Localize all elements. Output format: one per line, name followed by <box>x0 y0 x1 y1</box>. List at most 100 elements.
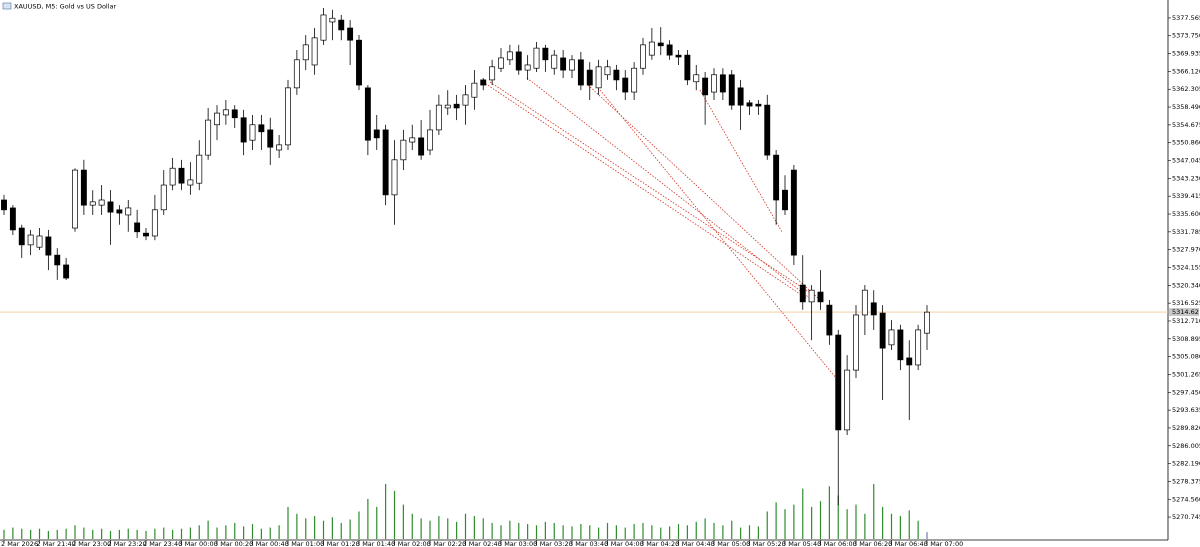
y-tick-label: 5278.375 <box>1172 477 1200 485</box>
candle-body <box>569 59 575 71</box>
candle-body <box>773 154 780 201</box>
y-tick-label: 5366.120 <box>1172 67 1200 75</box>
candle-body <box>427 129 433 151</box>
candle-body <box>400 139 407 161</box>
candle-body <box>125 207 132 216</box>
y-tick-label: 5362.305 <box>1172 85 1200 93</box>
symbol-icon <box>2 2 12 10</box>
candle-body <box>622 77 629 93</box>
y-tick-label: 5373.750 <box>1172 32 1200 40</box>
y-tick-label: 5350.860 <box>1172 139 1200 147</box>
candle-body <box>214 112 220 126</box>
candle-body <box>835 334 842 431</box>
y-tick-label: 5312.710 <box>1172 317 1200 325</box>
candle-body <box>302 44 309 61</box>
y-tick-label: 5316.525 <box>1172 299 1200 307</box>
candle-body <box>498 57 504 69</box>
y-tick-label: 5297.450 <box>1172 388 1200 396</box>
candle-body <box>702 77 709 96</box>
candle-body <box>506 51 513 61</box>
x-tick-label: 3 Mar 02:40 <box>463 540 502 547</box>
y-tick-label: 5347.045 <box>1172 157 1200 165</box>
candle-body <box>320 14 327 41</box>
candle-body <box>462 94 469 106</box>
y-tick-label: 5331.785 <box>1172 228 1200 236</box>
candle-body <box>329 17 336 23</box>
candle-body <box>45 236 52 256</box>
candle-body <box>648 41 655 56</box>
candle-body <box>640 44 646 69</box>
candle-body <box>54 254 61 266</box>
trade-line <box>489 81 813 295</box>
candle-body <box>311 37 318 66</box>
y-tick-label: 5354.675 <box>1172 121 1200 129</box>
candle-body <box>666 44 673 56</box>
candle-body <box>27 234 34 246</box>
candle-body <box>160 184 167 211</box>
y-tick-label: 5358.490 <box>1172 103 1200 111</box>
x-tick-label: 3 Mar 04:00 <box>605 540 644 547</box>
y-tick-label: 5343.230 <box>1172 174 1200 182</box>
candle-body <box>418 137 425 156</box>
y-tick-label: 5369.935 <box>1172 50 1200 58</box>
candle-body <box>347 27 354 41</box>
candle-body <box>799 284 806 303</box>
candle-body <box>444 104 451 109</box>
candle-body <box>178 167 185 184</box>
y-tick-label: 5339.415 <box>1172 192 1200 200</box>
candle-body <box>249 124 256 141</box>
candle-body <box>915 329 922 366</box>
candle-body <box>409 137 416 143</box>
candle-body <box>382 129 389 196</box>
x-tick-label: 3 Mar 01:00 <box>285 540 324 547</box>
candle-body <box>267 129 274 148</box>
trade-line <box>526 77 813 301</box>
candle-body <box>524 64 531 71</box>
candle-body <box>134 222 141 233</box>
candle-body <box>879 312 886 349</box>
candle-body <box>746 102 753 107</box>
candle-body <box>719 74 726 93</box>
candle-body <box>18 227 25 246</box>
trade-lines <box>482 77 837 379</box>
candle-body <box>897 329 904 361</box>
x-tick-label: 3 Mar 06:00 <box>818 540 857 547</box>
current-price-box <box>1169 308 1199 317</box>
candle-body <box>169 167 176 186</box>
x-tick-label: 3 Mar 06:20 <box>853 540 892 547</box>
candle-body <box>764 104 771 156</box>
x-tick-label: 3 Mar 05:00 <box>711 540 750 547</box>
x-tick-label: 3 Mar 01:40 <box>356 540 395 547</box>
candle-body <box>577 59 584 86</box>
y-tick-label: 5293.635 <box>1172 406 1200 414</box>
current-price-label: 5314.62 <box>1172 308 1199 316</box>
candle-body <box>790 169 797 256</box>
y-tick-label: 5308.895 <box>1172 335 1200 343</box>
candle-body <box>693 74 700 83</box>
candle-body <box>906 357 913 366</box>
x-tick-label: 3 Mar 01:20 <box>321 540 360 547</box>
candle-body <box>116 209 123 214</box>
y-tick-label: 5335.600 <box>1172 210 1200 218</box>
y-tick-label: 5324.155 <box>1172 264 1200 272</box>
candle-body <box>755 103 762 107</box>
candle-body <box>631 67 638 93</box>
candle-body <box>285 87 291 146</box>
candle-body <box>9 207 16 231</box>
candle-body <box>924 311 930 334</box>
x-tick-label: 2 Mar 23:40 <box>143 540 182 547</box>
y-tick-label: 5305.080 <box>1172 353 1200 361</box>
candle-body <box>89 201 96 206</box>
x-tick-label: 3 Mar 04:40 <box>676 540 715 547</box>
candle-body <box>595 66 602 89</box>
candle-body <box>364 87 371 141</box>
candle-body <box>1 199 7 211</box>
x-tick-label: 3 Mar 07:00 <box>924 540 963 547</box>
candle-body <box>684 54 691 81</box>
candle-body <box>63 264 70 279</box>
x-tick-label: 3 Mar 04:20 <box>640 540 679 547</box>
candle-body <box>231 109 238 119</box>
x-tick-label: 2 Mar 23:20 <box>108 540 147 547</box>
y-tick-label: 5320.340 <box>1172 281 1200 289</box>
